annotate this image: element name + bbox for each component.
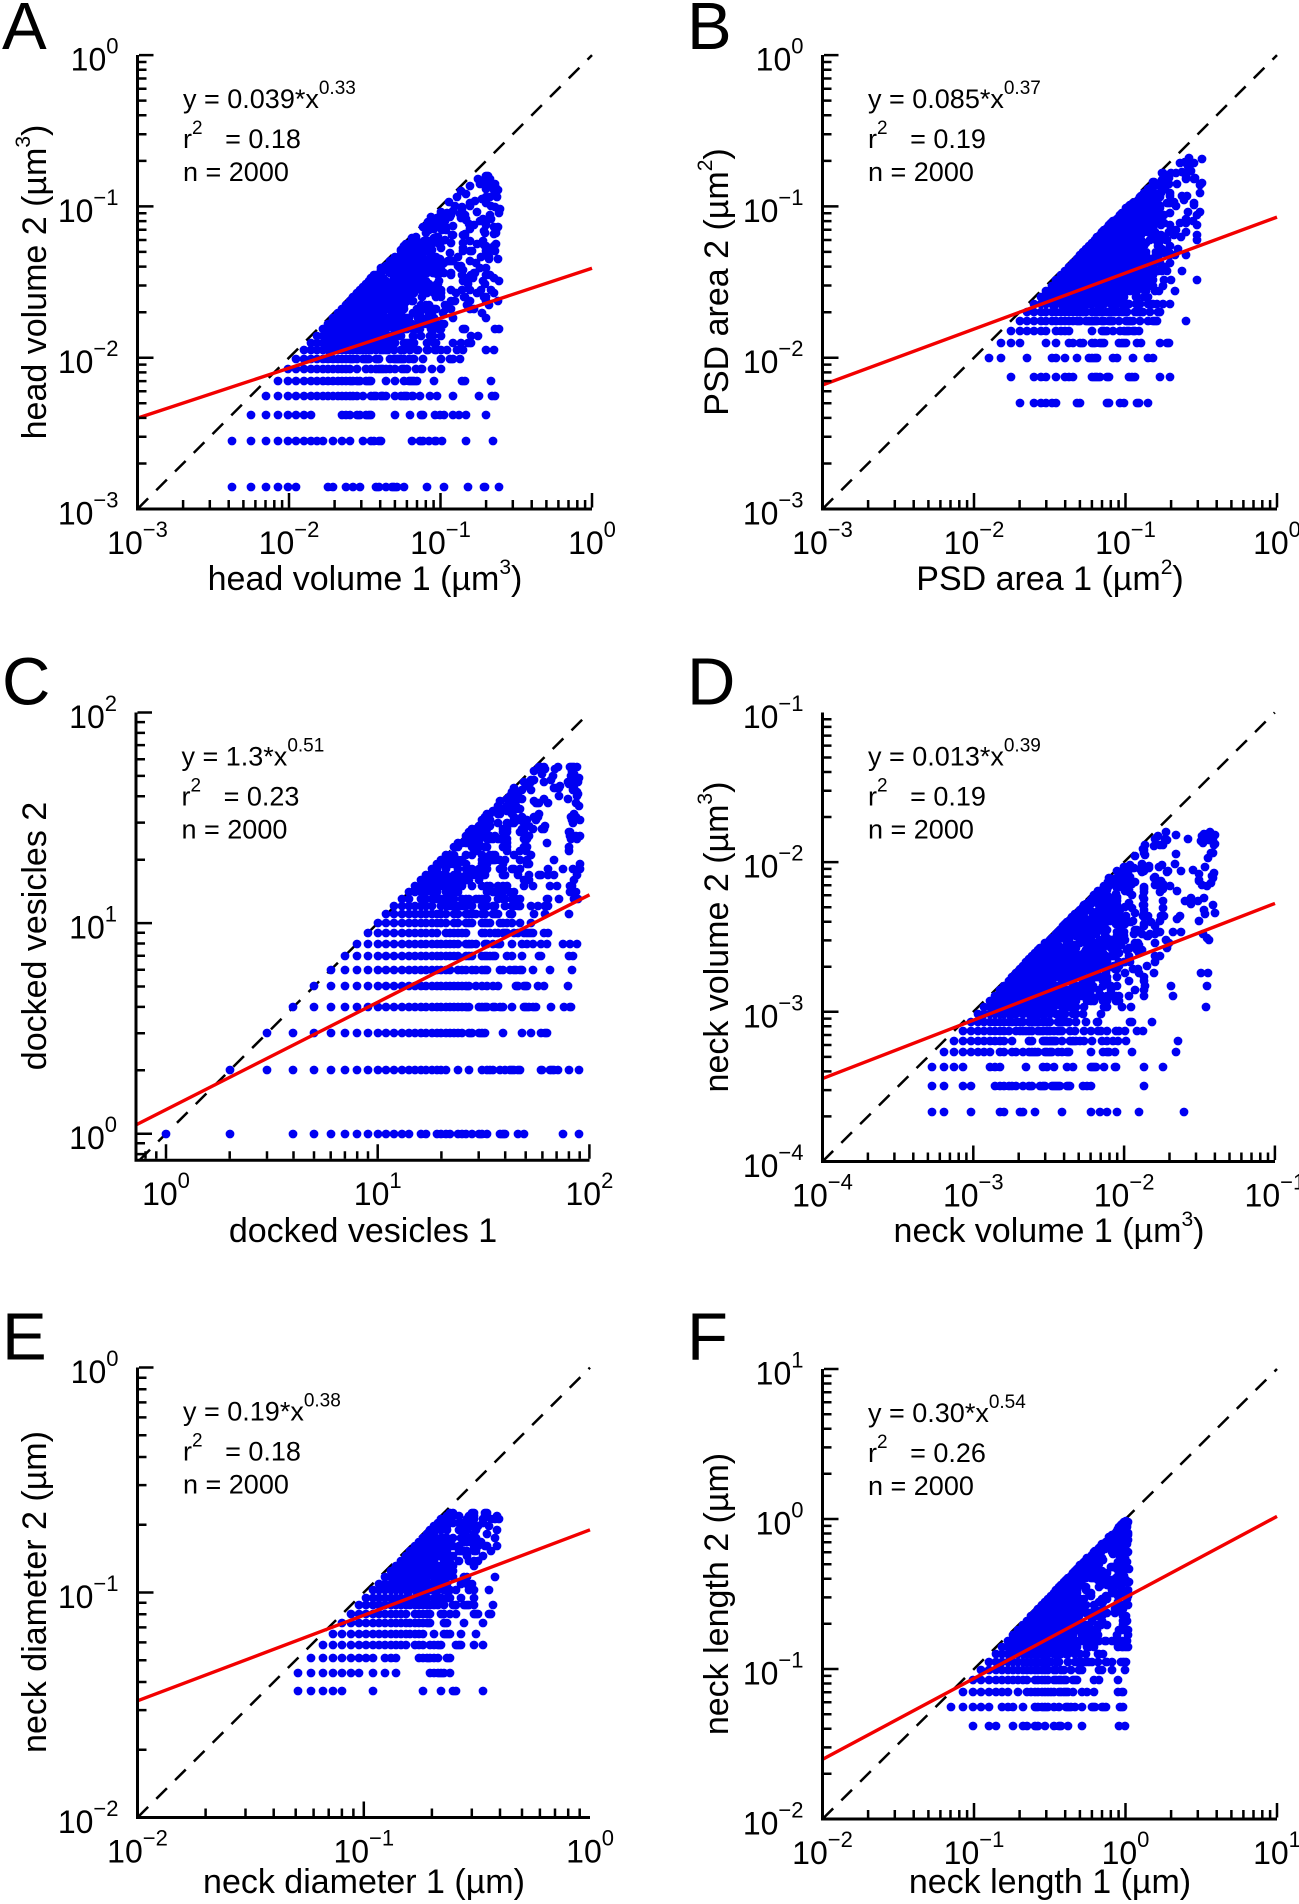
svg-text:10−3: 10−3 — [792, 517, 853, 561]
svg-text:100: 100 — [71, 34, 119, 78]
svg-text:100: 100 — [756, 1498, 804, 1542]
svg-text:10−2: 10−2 — [792, 1827, 853, 1871]
svg-text:10−1: 10−1 — [743, 185, 804, 229]
svg-text:r2 = 0.18: r2 = 0.18 — [183, 118, 301, 154]
svg-text:PSD area 2 (µm2): PSD area 2 (µm2) — [694, 148, 736, 415]
svg-text:10−1: 10−1 — [743, 1648, 804, 1692]
svg-text:y = 0.19*x0.38: y = 0.19*x0.38 — [183, 1391, 341, 1427]
svg-text:100: 100 — [69, 1112, 117, 1156]
svg-text:E: E — [2, 1300, 47, 1375]
svg-text:100: 100 — [568, 517, 616, 561]
svg-text:10−1: 10−1 — [58, 1571, 119, 1615]
svg-text:n = 2000: n = 2000 — [868, 1471, 974, 1501]
svg-text:n = 2000: n = 2000 — [868, 815, 974, 845]
svg-text:r2 = 0.23: r2 = 0.23 — [182, 776, 300, 812]
svg-text:B: B — [687, 0, 732, 64]
svg-text:y = 0.013*x0.39: y = 0.013*x0.39 — [868, 736, 1041, 772]
svg-text:n = 2000: n = 2000 — [868, 157, 974, 187]
svg-text:y = 0.039*x0.33: y = 0.039*x0.33 — [183, 78, 356, 114]
svg-text:10−4: 10−4 — [792, 1170, 853, 1214]
svg-text:10−2: 10−2 — [944, 517, 1005, 561]
svg-text:10−1: 10−1 — [58, 185, 119, 229]
svg-text:docked vesicles 2: docked vesicles 2 — [16, 802, 54, 1070]
svg-text:10−1: 10−1 — [410, 517, 471, 561]
svg-text:102: 102 — [565, 1168, 613, 1212]
svg-text:10−3: 10−3 — [943, 1170, 1004, 1214]
svg-text:10−2: 10−2 — [58, 336, 119, 380]
svg-text:y = 0.30*x0.54: y = 0.30*x0.54 — [868, 1392, 1026, 1428]
svg-text:100: 100 — [142, 1168, 190, 1212]
svg-text:r2 = 0.26: r2 = 0.26 — [868, 1432, 986, 1468]
svg-text:neck volume 1 (µm3): neck volume 1 (µm3) — [894, 1208, 1205, 1250]
svg-text:10−2: 10−2 — [1094, 1170, 1155, 1214]
svg-text:r2 = 0.19: r2 = 0.19 — [868, 776, 986, 812]
svg-text:neck diameter 1 (µm): neck diameter 1 (µm) — [203, 1863, 525, 1901]
svg-text:n = 2000: n = 2000 — [182, 815, 288, 845]
svg-text:head volume 1 (µm3): head volume 1 (µm3) — [208, 556, 523, 598]
svg-text:D: D — [687, 645, 735, 720]
svg-text:101: 101 — [1253, 1827, 1299, 1871]
svg-text:100: 100 — [566, 1826, 614, 1870]
svg-text:docked vesicles 1: docked vesicles 1 — [229, 1212, 497, 1250]
svg-text:100: 100 — [756, 34, 804, 78]
svg-text:n = 2000: n = 2000 — [183, 157, 289, 187]
svg-text:100: 100 — [1253, 517, 1299, 561]
svg-text:C: C — [2, 645, 50, 720]
svg-text:10−2: 10−2 — [743, 336, 804, 380]
svg-text:10−1: 10−1 — [333, 1826, 394, 1870]
svg-text:10−1: 10−1 — [1095, 517, 1156, 561]
svg-text:101: 101 — [69, 902, 117, 946]
svg-text:y = 1.3*x0.51: y = 1.3*x0.51 — [182, 736, 325, 772]
svg-text:n = 2000: n = 2000 — [183, 1470, 289, 1500]
svg-text:A: A — [2, 0, 47, 64]
svg-text:10−1: 10−1 — [1245, 1170, 1299, 1214]
svg-text:10−2: 10−2 — [259, 517, 320, 561]
svg-text:r2 = 0.18: r2 = 0.18 — [183, 1431, 301, 1467]
svg-text:neck diameter 2 (µm): neck diameter 2 (µm) — [16, 1431, 54, 1753]
svg-text:neck volume 2 (µm3): neck volume 2 (µm3) — [694, 782, 736, 1093]
svg-text:101: 101 — [756, 1348, 804, 1392]
svg-text:y = 0.085*x0.37: y = 0.085*x0.37 — [868, 78, 1041, 114]
svg-text:10−3: 10−3 — [58, 488, 119, 532]
svg-text:PSD area 1 (µm2): PSD area 1 (µm2) — [916, 556, 1183, 598]
svg-text:neck length 2 (µm): neck length 2 (µm) — [698, 1453, 736, 1735]
svg-text:100: 100 — [71, 1346, 119, 1390]
svg-text:F: F — [687, 1300, 728, 1375]
svg-text:10−3: 10−3 — [743, 990, 804, 1034]
svg-text:neck length 1 (µm): neck length 1 (µm) — [909, 1863, 1191, 1901]
svg-text:10−2: 10−2 — [107, 1826, 168, 1870]
svg-text:101: 101 — [354, 1168, 402, 1212]
svg-text:10−3: 10−3 — [107, 517, 168, 561]
svg-text:head volume 2 (µm3): head volume 2 (µm3) — [12, 125, 54, 440]
svg-text:10−1: 10−1 — [743, 691, 804, 735]
svg-text:10−2: 10−2 — [743, 841, 804, 885]
svg-text:r2 = 0.19: r2 = 0.19 — [868, 118, 986, 154]
svg-text:102: 102 — [69, 691, 117, 735]
